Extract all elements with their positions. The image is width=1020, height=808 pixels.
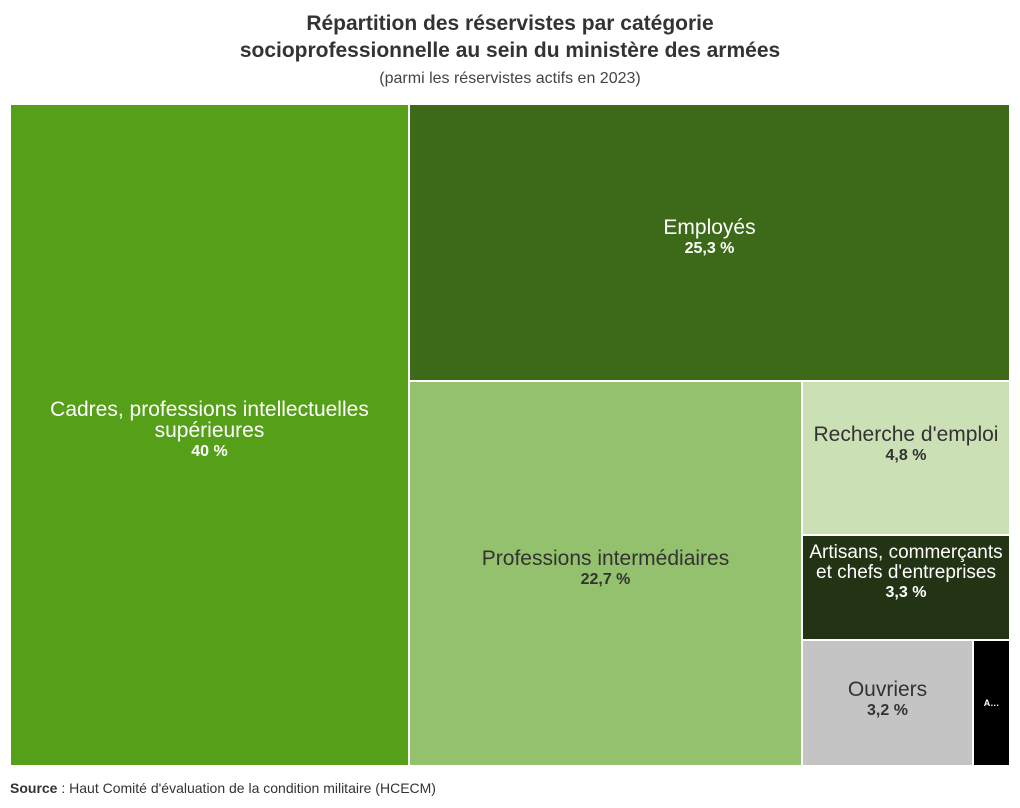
tile-value-label: 40 % <box>191 443 228 460</box>
chart-title-line-1: Répartition des réservistes par catégori… <box>306 12 714 35</box>
tile-category-name: Cadres, professions intellectuelles supé… <box>50 398 369 442</box>
chart-title: Répartition des réservistes par catégori… <box>0 10 1020 64</box>
tile-label: A… <box>974 698 1009 709</box>
treemap-tile[interactable]: A… <box>973 640 1010 766</box>
tile-value-label: 3,3 % <box>885 584 927 601</box>
treemap-tile[interactable]: Artisans, commerçants et chefs d'entrepr… <box>802 535 1010 640</box>
tile-label: Recherche d'emploi 4,8 % <box>803 424 1009 467</box>
treemap-tile[interactable]: Employés 25,3 % <box>409 104 1010 381</box>
tile-category-name: Professions intermédiaires <box>481 547 730 570</box>
source-text: : Haut Comité d'évaluation de la conditi… <box>57 780 436 796</box>
tile-label: Employés 25,3 % <box>410 217 1009 260</box>
tile-value-label: 4,8 % <box>885 447 927 464</box>
tile-value-label: 22,7 % <box>580 571 631 588</box>
treemap-tile[interactable]: Professions intermédiaires 22,7 % <box>409 381 802 766</box>
tile-value-label: 3,2 % <box>867 702 908 719</box>
tile-category-name: A… <box>983 698 1000 708</box>
source-note: Source : Haut Comité d'évaluation de la … <box>10 780 436 796</box>
treemap-tile[interactable]: Cadres, professions intellectuelles supé… <box>10 104 409 766</box>
tile-category-name: Employés <box>663 216 756 239</box>
tile-category-name: Recherche d'emploi <box>813 423 999 446</box>
tile-label: Ouvriers 3,2 % <box>803 679 972 722</box>
tile-value-label: 25,3 % <box>684 240 735 257</box>
treemap-tile[interactable]: Recherche d'emploi 4,8 % <box>802 381 1010 535</box>
tile-category-name: Ouvriers <box>847 678 928 701</box>
tile-category-name: Artisans, commerçants et chefs d'entrepr… <box>809 542 1003 583</box>
tile-label: Professions intermédiaires 22,7 % <box>410 548 801 591</box>
chart-title-line-2: socioprofessionnelle au sein du ministèr… <box>239 39 781 62</box>
source-label: Source <box>10 780 58 796</box>
tile-label: Cadres, professions intellectuelles supé… <box>11 399 408 463</box>
tile-label: Artisans, commerçants et chefs d'entrepr… <box>803 543 1009 603</box>
treemap-tile[interactable]: Ouvriers 3,2 % <box>802 640 973 766</box>
chart-subtitle: (parmi les réservistes actifs en 2023) <box>379 70 641 87</box>
